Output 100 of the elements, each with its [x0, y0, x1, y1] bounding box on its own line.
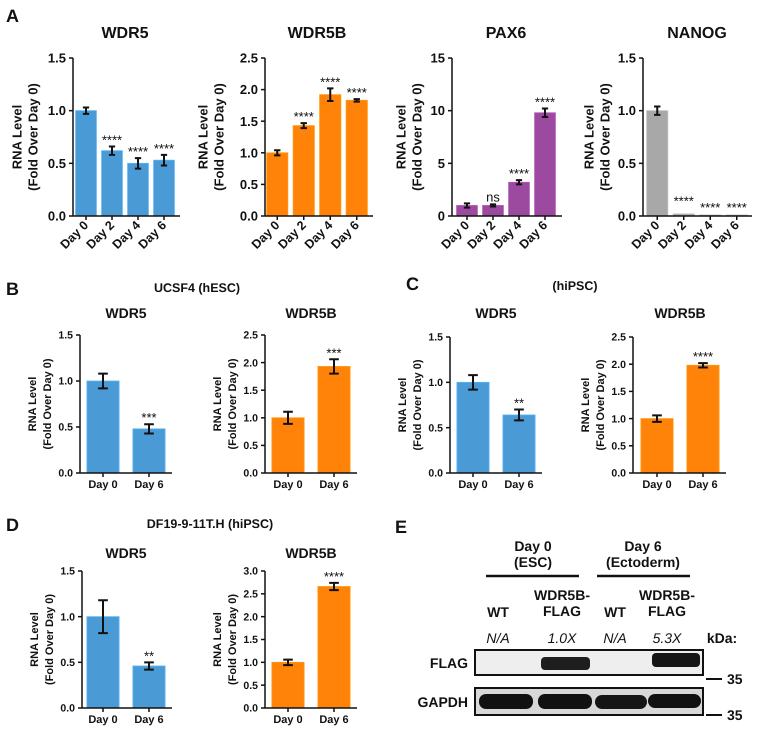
- y-tick-label: 15: [430, 50, 445, 66]
- annotation: ****: [324, 568, 344, 584]
- y-tick-label: 1.5: [240, 114, 258, 129]
- y-tick-label: 0: [438, 208, 445, 224]
- bar: [292, 125, 315, 216]
- chart-title: NANOG: [667, 25, 727, 42]
- bar: [101, 150, 123, 216]
- x-tick-label: Day 0: [273, 479, 303, 491]
- chart-title: WDR5B: [288, 25, 346, 42]
- annotation: ****: [154, 140, 174, 156]
- bar: [266, 152, 288, 216]
- y-tick-label: 10: [430, 103, 445, 118]
- text: WDR5B- FLAG: [534, 587, 590, 619]
- text: C: [406, 274, 419, 294]
- chart-title: WDR5: [105, 305, 147, 321]
- chart-title: WDR5B: [285, 305, 337, 321]
- y-tick-label: 0.0: [243, 702, 258, 715]
- text: GAPDH: [417, 694, 468, 710]
- bar: [508, 182, 530, 216]
- y-tick-label: 2.0: [243, 357, 258, 370]
- text: D: [6, 515, 19, 535]
- text: WT: [487, 604, 510, 620]
- text: E: [395, 517, 408, 537]
- y-tick-label: 1.0: [240, 145, 258, 160]
- y-tick-label: 1.5: [618, 50, 636, 66]
- y-tick-label: 0.5: [618, 156, 636, 171]
- x-tick-label: Day 6: [319, 479, 349, 491]
- annotation: ****: [674, 194, 694, 209]
- y-tick-label: 2.5: [240, 50, 258, 66]
- x-tick-label: Day 6: [134, 714, 164, 726]
- x-tick-label: Day 6: [688, 479, 718, 491]
- y-tick-label: 2.5: [243, 588, 258, 601]
- annotation: ****: [128, 144, 148, 160]
- chart-title: WDR5: [101, 25, 149, 42]
- y-tick-label: 0.0: [618, 208, 636, 224]
- annotation: ***: [326, 345, 342, 360]
- annotation: ****: [102, 132, 122, 148]
- y-tick-label: 0.0: [611, 468, 626, 480]
- y-tick-label: 1.5: [48, 50, 66, 66]
- text: Day 0 (ESC): [514, 538, 552, 570]
- y-tick-label: 0.0: [48, 208, 66, 224]
- text: WDR5B- FLAG: [639, 587, 696, 619]
- annotation: ****: [508, 166, 530, 182]
- y-tick-label: 1.5: [243, 384, 258, 397]
- x-tick-label: Day 0: [458, 479, 488, 491]
- annotation: ****: [294, 109, 314, 124]
- y-tick-label: 0.5: [60, 657, 76, 670]
- y-axis-title: RNA Level (Fold Over Day 0): [212, 594, 239, 686]
- annotation: ****: [320, 74, 340, 90]
- bar: [127, 162, 149, 216]
- y-tick-label: 3.0: [243, 566, 258, 578]
- y-tick-label: 0.0: [58, 468, 74, 480]
- text: 1.0X: [548, 630, 578, 646]
- bar: [646, 110, 668, 216]
- y-tick-label: 1.0: [618, 103, 636, 118]
- x-tick-label: Day 6: [319, 714, 349, 726]
- y-tick-label: 1.5: [243, 634, 258, 646]
- y-axis-title: RNA Level (Fold Over Day 0): [10, 83, 40, 191]
- y-tick-label: 1.0: [58, 376, 74, 388]
- y-tick-label: 0.0: [240, 208, 258, 224]
- y-tick-label: 5: [438, 156, 445, 171]
- text: FLAG: [430, 655, 468, 671]
- y-tick-label: 0.0: [243, 468, 258, 480]
- y-tick-label: 2.5: [243, 330, 258, 342]
- annotation: ****: [534, 94, 556, 110]
- bar: [75, 110, 97, 216]
- y-axis-title: RNA Level (Fold Over Day 0): [196, 83, 226, 191]
- y-tick-label: 1.0: [428, 377, 444, 390]
- y-tick-label: 1.0: [243, 412, 258, 424]
- y-tick-label: 1.0: [60, 611, 76, 624]
- x-tick-label: Day 6: [504, 479, 534, 491]
- y-tick-label: 1.0: [48, 103, 66, 118]
- text: 5.3X: [652, 630, 682, 646]
- y-tick-label: 0.5: [240, 176, 258, 192]
- y-axis-title: RNA Level (Fold Over Day 0): [27, 358, 54, 450]
- annotation: ****: [346, 85, 367, 100]
- y-tick-label: 1.5: [58, 330, 74, 342]
- text: N/A: [603, 630, 627, 646]
- text: N/A: [486, 630, 510, 646]
- x-tick-label: Day 0: [642, 479, 672, 491]
- y-tick-label: 1.5: [611, 386, 626, 398]
- annotation: **: [514, 396, 524, 411]
- y-tick-label: 0.5: [58, 422, 74, 434]
- y-axis-title: RNA Level (Fold Over Day 0): [29, 594, 56, 686]
- annotation: **: [144, 648, 154, 664]
- y-axis-title: RNA Level (Fold Over Day 0): [394, 83, 424, 191]
- text: (hiPSC): [552, 279, 598, 293]
- text: kDa:: [706, 630, 738, 646]
- annotation: ****: [700, 200, 720, 215]
- y-tick-label: 0.5: [428, 422, 444, 434]
- y-tick-label: 0.5: [611, 440, 626, 452]
- y-tick-label: 1.5: [60, 566, 76, 578]
- y-tick-label: 2.0: [243, 611, 258, 624]
- text: 35: [727, 671, 743, 687]
- annotation: ****: [692, 349, 714, 364]
- y-axis-title: RNA Level (Fold Over Day 0): [582, 83, 612, 191]
- y-tick-label: 0.5: [48, 156, 66, 171]
- text: Day 6 (Ectoderm): [606, 538, 680, 570]
- text: B: [6, 279, 19, 299]
- y-tick-label: 0.5: [243, 440, 258, 452]
